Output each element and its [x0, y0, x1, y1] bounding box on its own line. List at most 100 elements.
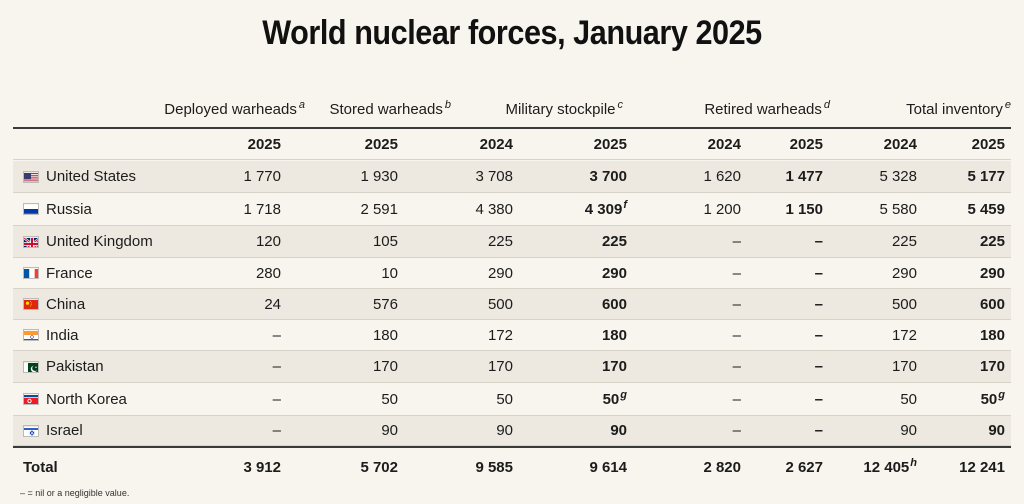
value-cell: –: [814, 422, 823, 439]
total-value-cell: 12 405 h: [863, 457, 917, 476]
china-flag-icon: [23, 298, 39, 310]
total-value-cell: 12 241: [959, 458, 1005, 476]
group-header: Military stockpile c: [505, 99, 623, 118]
group-header: Stored warheads b: [329, 99, 451, 118]
value-cell: 170: [601, 358, 627, 375]
value-cell: 5 177: [967, 168, 1005, 185]
year-header-cell: 2025: [971, 135, 1005, 153]
year-header-cell: 2024: [707, 135, 741, 153]
table-row: China 24 576 500 600 – – 500 600: [13, 289, 1011, 320]
value-cell: 1 770: [243, 168, 281, 185]
value-cell: –: [732, 326, 741, 344]
value-cell: 290: [487, 264, 513, 282]
year-header-row: 2025 2025 2024 2025 2024 2025 2024 2025: [13, 129, 1011, 160]
india-flag-icon: [23, 329, 39, 341]
group-header: Deployed warheads a: [164, 99, 305, 118]
value-cell: 50: [900, 390, 917, 408]
table-row: United Kingdom 120 105 225 225 – – 225 225: [13, 226, 1011, 258]
year-header-cell: 2024: [883, 135, 917, 153]
value-cell: 3 700: [589, 168, 627, 185]
total-value-cell: 5 702: [360, 458, 398, 476]
value-cell: 290: [601, 264, 627, 282]
table-row: Israel – 90 90 90 – – 90 90: [13, 416, 1011, 446]
total-value-cell: 2 627: [785, 458, 823, 476]
uk-flag-icon: [23, 235, 39, 248]
footnote-marker: g: [998, 389, 1005, 401]
footnote-marker: f: [623, 199, 627, 211]
value-cell: –: [272, 422, 281, 439]
table-row: North Korea – 50 50 50 g – – 50 50 g: [13, 383, 1011, 416]
value-cell: –: [814, 233, 823, 250]
total-row: Total 3 912 5 702 9 585 9 614 2 820 2 627 12 40…: [13, 448, 1011, 486]
value-cell: –: [814, 326, 823, 344]
value-cell: –: [814, 358, 823, 375]
value-cell: 170: [979, 358, 1005, 375]
group-header: Total inventory e: [906, 99, 1011, 118]
value-cell: 90: [900, 422, 917, 439]
header-rule: [13, 127, 1011, 129]
israel-flag-icon: [23, 424, 39, 437]
value-cell: 172: [487, 326, 513, 344]
value-cell: 180: [601, 326, 627, 344]
value-cell: 24: [264, 295, 281, 313]
total-label: Total: [23, 458, 58, 476]
value-cell: 600: [979, 295, 1005, 313]
footnote: – = nil or a negligible value.: [20, 488, 130, 498]
value-cell: –: [732, 390, 741, 408]
country-name: Russia: [23, 193, 92, 225]
page-title: World nuclear forces, January 2025: [262, 14, 762, 52]
value-cell: 225: [891, 233, 917, 250]
value-cell: –: [732, 422, 741, 439]
table-row: France 280 10 290 290 – – 290 290: [13, 258, 1011, 289]
country-name: United States: [23, 161, 136, 192]
footnote-marker: h: [910, 457, 917, 469]
group-header: Retired warheads d: [704, 99, 830, 118]
value-cell: 170: [487, 358, 513, 375]
value-cell: 180: [979, 326, 1005, 344]
year-header-cell: 2025: [789, 135, 823, 153]
footnote-marker: g: [620, 389, 627, 401]
total-value-cell: 3 912: [243, 458, 281, 476]
value-cell: 5 580: [879, 200, 917, 218]
value-cell: 500: [891, 295, 917, 313]
country-name: India: [23, 320, 79, 350]
footnote-marker: d: [823, 99, 830, 111]
value-cell: 50 g: [602, 389, 627, 408]
value-cell: –: [732, 233, 741, 250]
footnote-marker: a: [298, 99, 305, 111]
value-cell: 280: [255, 264, 281, 282]
france-flag-icon: [23, 267, 39, 279]
value-cell: 105: [372, 233, 398, 250]
value-cell: 225: [487, 233, 513, 250]
year-header-cell: 2025: [247, 135, 281, 153]
value-cell: 4 380: [475, 200, 513, 218]
value-cell: 90: [610, 422, 627, 439]
total-rule: [13, 446, 1011, 448]
footnote-marker: b: [444, 99, 451, 111]
country-name: France: [23, 258, 93, 288]
table-row: Pakistan – 170 170 170 – – 170 170: [13, 351, 1011, 383]
value-cell: 172: [891, 326, 917, 344]
value-cell: 90: [496, 422, 513, 439]
value-cell: –: [732, 295, 741, 313]
value-cell: 90: [381, 422, 398, 439]
country-name: Pakistan: [23, 351, 104, 382]
value-cell: –: [814, 264, 823, 282]
value-cell: –: [732, 358, 741, 375]
value-cell: 90: [988, 422, 1005, 439]
value-cell: 180: [372, 326, 398, 344]
total-value-cell: 9 614: [589, 458, 627, 476]
value-cell: 50 g: [980, 389, 1005, 408]
footnote-marker: e: [1004, 99, 1011, 111]
value-cell: 2 591: [360, 200, 398, 218]
value-cell: –: [814, 390, 823, 408]
value-cell: –: [814, 295, 823, 313]
country-name: North Korea: [23, 383, 127, 415]
footnote-marker: c: [617, 99, 624, 111]
table-row: Russia 1 718 2 591 4 380 4 309 f 1 200 1 150 5 5…: [13, 193, 1011, 226]
value-cell: –: [272, 358, 281, 375]
value-cell: 500: [487, 295, 513, 313]
value-cell: –: [272, 326, 281, 344]
country-name: China: [23, 289, 85, 319]
pakistan-flag-icon: [23, 360, 39, 373]
